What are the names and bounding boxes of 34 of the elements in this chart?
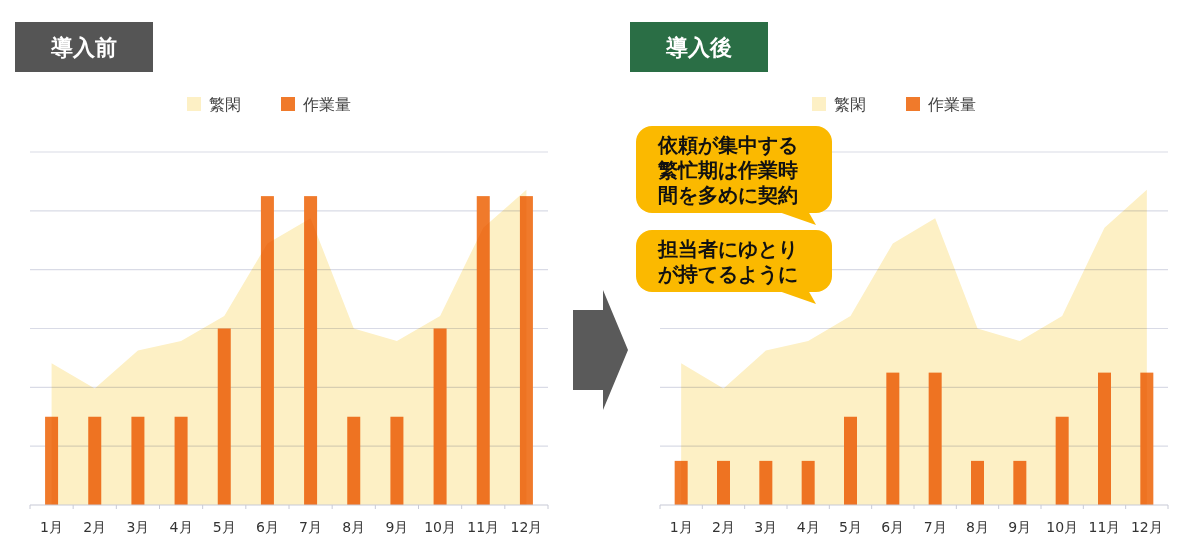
callout: 依頼が集中する繁忙期は作業時間を多めに契約 (636, 126, 832, 225)
x-tick-label: 5月 (839, 519, 862, 535)
x-tick-label: 1月 (669, 519, 693, 535)
x-tick-label: 1月 (40, 519, 64, 535)
x-tick-label: 7月 (299, 519, 323, 535)
x-tick-label: 3月 (754, 519, 778, 535)
x-tick-label: 9月 (1008, 519, 1032, 535)
x-tick-label: 2月 (83, 519, 107, 535)
legend-label: 繁閑 (209, 95, 241, 114)
x-tick-label: 7月 (923, 519, 947, 535)
x-tick-label: 2月 (712, 519, 735, 535)
legend-label: 繁閑 (834, 95, 866, 114)
x-tick-label: 4月 (169, 519, 193, 535)
x-tick-label: 5月 (212, 519, 236, 535)
chart-title: 導入後 (665, 35, 732, 60)
x-tick-label: 8月 (966, 519, 989, 535)
annotation: 依頼が集中する繁忙期は作業時間を多めに契約 (657, 132, 798, 207)
x-tick-label: 11月 (467, 519, 500, 535)
x-tick-label: 3月 (126, 519, 150, 535)
legend-label: 作業量 (302, 95, 351, 114)
callout: 担当者にゆとりが持てるように (636, 230, 832, 304)
chart-title: 導入前 (50, 35, 117, 60)
x-tick-label: 4月 (796, 519, 820, 535)
legend-label: 作業量 (927, 95, 976, 114)
annotation: 担当者にゆとりが持てるように (657, 236, 798, 286)
x-tick-label: 11月 (1088, 519, 1121, 535)
x-tick-label: 8月 (342, 519, 366, 535)
x-tick-label: 9月 (385, 519, 409, 535)
x-tick-label: 6月 (255, 519, 279, 535)
x-tick-label: 10月 (1046, 519, 1079, 535)
x-tick-label: 12月 (510, 519, 543, 535)
x-tick-label: 10月 (424, 519, 456, 535)
x-tick-label: 12月 (1130, 519, 1163, 535)
x-tick-label: 6月 (881, 519, 905, 535)
